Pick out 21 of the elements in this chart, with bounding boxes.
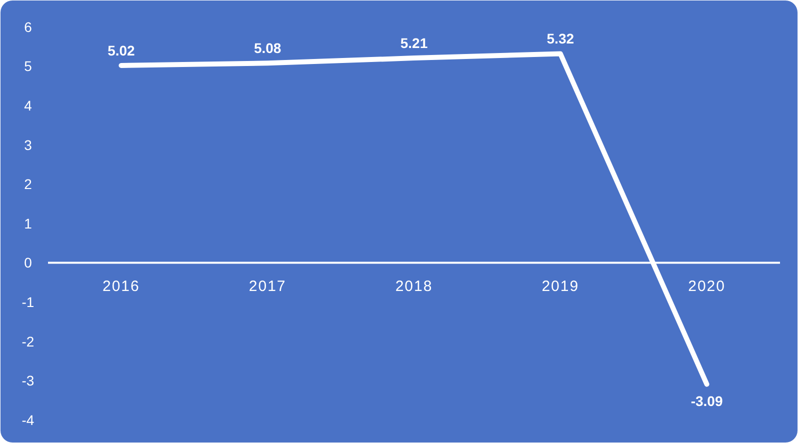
y-tick-label: 2 <box>24 176 32 192</box>
y-tick-label: 1 <box>24 215 32 232</box>
y-tick-label: 5 <box>24 58 32 74</box>
y-tick-label: -4 <box>22 412 34 428</box>
data-label: -3.09 <box>690 393 723 410</box>
x-tick-label: 2016 <box>102 278 140 295</box>
x-tick-label: 2018 <box>395 278 433 295</box>
y-tick-label: 4 <box>24 98 32 114</box>
y-tick-label: -1 <box>22 294 34 310</box>
y-tick-label: -2 <box>22 333 34 350</box>
y-tick-label: 0 <box>24 254 32 271</box>
y-tick-label: 3 <box>24 136 32 153</box>
y-tick-label: -3 <box>22 372 34 389</box>
x-tick-label: 2019 <box>542 278 580 295</box>
data-label: 5.08 <box>254 40 282 56</box>
y-tick-label: 6 <box>24 18 32 35</box>
x-tick-label: 2020 <box>688 278 726 295</box>
x-tick-label: 2017 <box>248 278 286 295</box>
data-label: 5.32 <box>546 30 574 47</box>
data-label: 5.21 <box>400 35 428 52</box>
data-label: 5.02 <box>108 42 136 59</box>
